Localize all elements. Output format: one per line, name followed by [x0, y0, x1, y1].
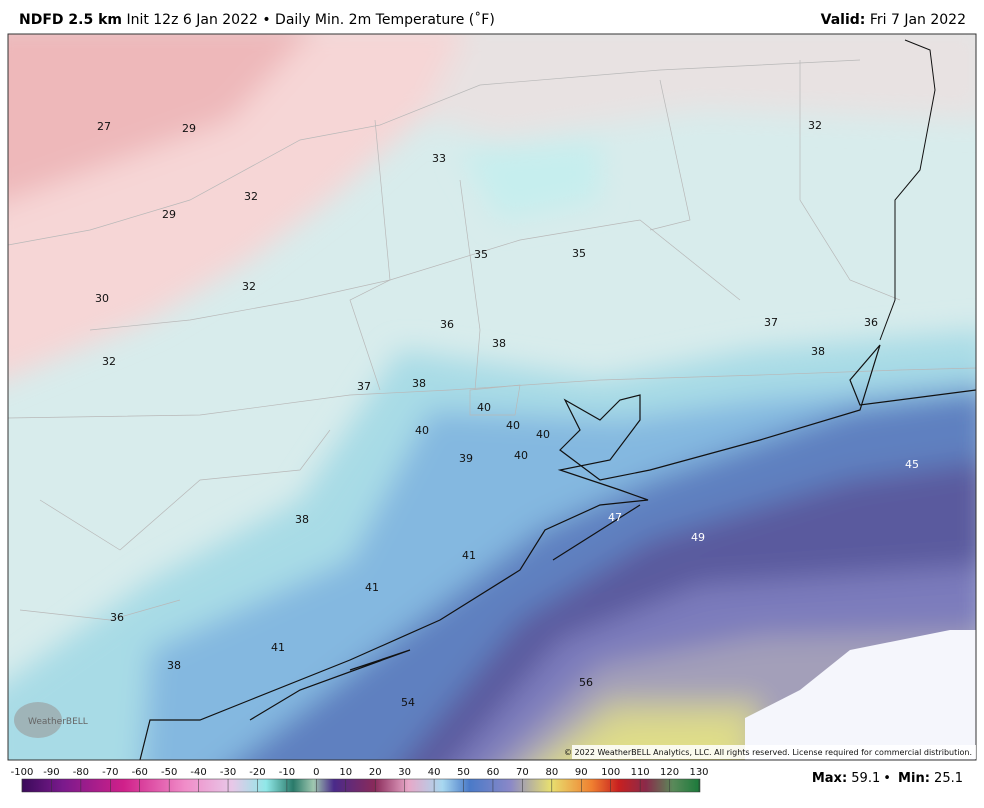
map-label: 45	[905, 458, 919, 471]
map-label: 32	[242, 280, 256, 293]
logo-icon	[14, 702, 62, 738]
map-label: 33	[432, 152, 446, 165]
map-label: 40	[506, 419, 520, 432]
map-label: 47	[608, 511, 622, 524]
map-label: 40	[514, 449, 528, 462]
colorbar-tick-label: 90	[575, 767, 588, 778]
map-label: 29	[182, 122, 196, 135]
map-label: 38	[811, 345, 825, 358]
map-label: 38	[167, 659, 181, 672]
valid-date: Fri 7 Jan 2022	[869, 12, 966, 28]
colorbar-tick-label: -50	[161, 767, 177, 778]
colorbar-tick-label: 10	[339, 767, 352, 778]
colorbar-tick-label: -70	[102, 767, 118, 778]
map-label: 32	[244, 190, 258, 203]
title: NDFD 2.5 km Init 12z 6 Jan 2022 • Daily …	[19, 12, 495, 28]
map-label: 35	[474, 248, 488, 261]
map-label: 36	[440, 318, 454, 331]
min-label: Min:	[898, 771, 930, 786]
map-label: 40	[536, 428, 550, 441]
colorbar-tick-label: 110	[631, 767, 650, 778]
map-label: 30	[95, 292, 109, 305]
colorbar-tick-label: -10	[279, 767, 295, 778]
colorbar-tick-label: 70	[516, 767, 529, 778]
colorbar-tick-label: 80	[545, 767, 558, 778]
colorbar	[21, 778, 701, 793]
colorbar-tick-label: 100	[601, 767, 620, 778]
header: NDFD 2.5 km Init 12z 6 Jan 2022 • Daily …	[0, 0, 984, 34]
colorbar-tick-label: 30	[398, 767, 411, 778]
colorbar-tick-label: -100	[11, 767, 34, 778]
map-label: 40	[415, 424, 429, 437]
colorbar-tick-label: -30	[220, 767, 236, 778]
map-label: 37	[357, 380, 371, 393]
map-label: 41	[365, 581, 379, 594]
valid-label: Valid:	[820, 12, 866, 28]
map-label: 41	[271, 641, 285, 654]
min-value: 25.1	[934, 771, 963, 786]
logo: WeatherBELL	[28, 717, 88, 727]
max-label: Max:	[811, 771, 848, 786]
map-label: 41	[462, 549, 476, 562]
colorbar-tick-label: -60	[132, 767, 148, 778]
colorbar-tick-label: 50	[457, 767, 470, 778]
model: NDFD 2.5 km	[19, 12, 122, 28]
separator: •	[883, 771, 891, 786]
map-label: 27	[97, 120, 111, 133]
map-label: 40	[477, 401, 491, 414]
colorbar-tick-label: -80	[73, 767, 89, 778]
map-field	[8, 34, 976, 760]
map-label: 38	[492, 337, 506, 350]
colorbar-tick-label: 120	[660, 767, 679, 778]
colorbar-tick-label: 40	[428, 767, 441, 778]
colorbar-tick-label: 60	[487, 767, 500, 778]
map-label: 35	[572, 247, 586, 260]
colorbar-tick-label: -20	[249, 767, 265, 778]
stats: Max: 59.1 • Min: 25.1	[812, 771, 966, 786]
colorbar-tick-label: -90	[43, 767, 59, 778]
map-label: 37	[764, 316, 778, 329]
map-label: 32	[102, 355, 116, 368]
map-label: 49	[691, 531, 705, 544]
map-label: 36	[864, 316, 878, 329]
colorbar-tick-label: -40	[190, 767, 206, 778]
map-label: 36	[110, 611, 124, 624]
valid: Valid: Fri 7 Jan 2022	[821, 12, 966, 28]
map-label: 56	[579, 676, 593, 689]
colorbar-tick-label: 20	[369, 767, 382, 778]
colorbar-tick-label: 130	[689, 767, 708, 778]
map-label: 32	[808, 119, 822, 132]
copyright: © 2022 WeatherBELL Analytics, LLC. All r…	[564, 748, 972, 757]
map-label: 38	[295, 513, 309, 526]
map-label: 39	[459, 452, 473, 465]
description: Init 12z 6 Jan 2022 • Daily Min. 2m Temp…	[126, 12, 495, 28]
max-value: 59.1	[851, 771, 881, 786]
map-label: 29	[162, 208, 176, 221]
colorbar-tick-label: 0	[313, 767, 319, 778]
map-label: 38	[412, 377, 426, 390]
map-label: 54	[401, 696, 415, 709]
